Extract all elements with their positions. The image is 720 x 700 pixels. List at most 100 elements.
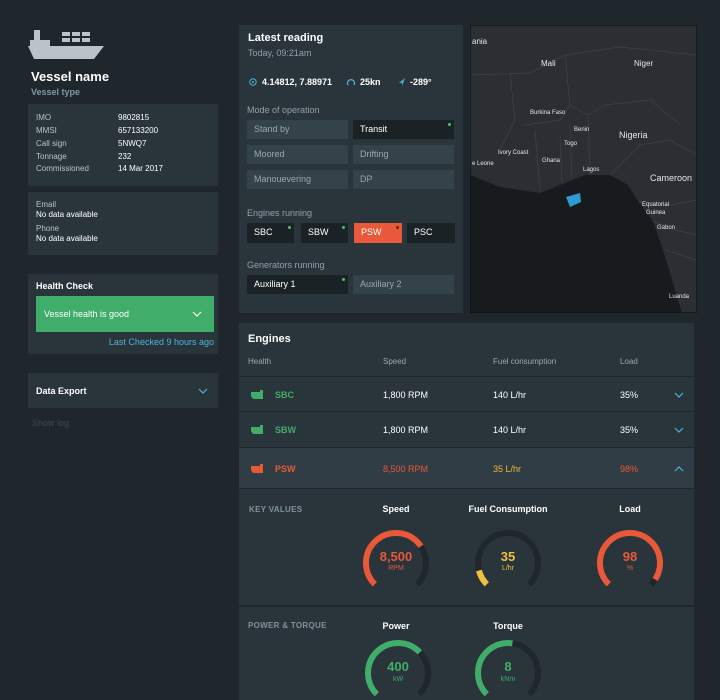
gauge-title: Torque <box>493 621 523 631</box>
map-label: Luanda <box>669 294 690 300</box>
mode-button[interactable]: Transit <box>353 120 454 139</box>
speed: 25kn <box>360 77 381 87</box>
engine-button[interactable]: PSC <box>407 223 455 243</box>
detail-label: Tonnage <box>36 152 67 161</box>
engines-running-title: Engines running <box>247 208 313 218</box>
gauge-unit: % <box>626 565 634 572</box>
map-label: Cameroon <box>650 173 692 183</box>
engine-button[interactable]: SBC <box>247 223 294 243</box>
health-status: Vessel health is good <box>44 309 130 319</box>
contact-value: No data available <box>36 210 98 219</box>
contact-label: Phone <box>36 224 60 233</box>
detail-value: 14 Mar 2017 <box>118 164 163 173</box>
detail-value: 232 <box>118 152 132 161</box>
health-status-bar[interactable]: Vessel health is good <box>36 296 214 332</box>
vessel-name: Vessel name <box>31 69 110 84</box>
mode-button[interactable]: Manouevering <box>247 170 348 189</box>
map-label: Ghana <box>542 158 561 164</box>
gauge-value: 98 <box>622 549 638 564</box>
engine-speed: 1,800 RPM <box>383 390 429 400</box>
latest-title: Latest reading <box>248 32 324 44</box>
map-label: Mali <box>541 59 556 68</box>
contact-label: Email <box>36 200 57 209</box>
heading: -289° <box>410 77 432 87</box>
health-panel: Health Check Vessel health is good Last … <box>28 274 218 354</box>
engine-button[interactable]: SBW <box>301 223 348 243</box>
map-label: Benin <box>574 127 589 133</box>
vessel-type: Vessel type <box>31 87 81 97</box>
engine-icon <box>251 464 263 473</box>
column-header: Speed <box>383 357 407 366</box>
mode-button[interactable]: Drifting <box>353 145 454 164</box>
gauge-value: 8,500 <box>379 549 413 564</box>
engine-row[interactable]: SBC 1,800 RPM 140 L/hr 35% <box>239 376 694 412</box>
map-label: Equatorial <box>642 202 669 208</box>
data-export-panel[interactable]: Data Export <box>28 373 218 408</box>
engine-load: 98% <box>620 464 639 474</box>
gauge-title: Fuel Consumption <box>468 504 548 514</box>
active-dot <box>448 123 451 126</box>
detail-label: MMSI <box>36 126 57 135</box>
detail-label: Call sign <box>36 139 67 148</box>
chevron-down <box>192 311 202 317</box>
engine-row[interactable]: SBW 1,800 RPM 140 L/hr 35% <box>239 411 694 447</box>
map-label: Burkina Faso <box>530 110 566 116</box>
engine-name: PSW <box>275 464 296 474</box>
active-dot <box>288 226 291 229</box>
column-header: Load <box>620 357 638 366</box>
latest-reading-panel: Latest reading Today, 09:21am 4.14812, 7… <box>239 25 463 313</box>
gauge-unit: kNm <box>500 676 516 683</box>
heading-icon <box>399 78 405 86</box>
map-label: Guinea <box>646 210 666 216</box>
engine-icon <box>251 390 263 399</box>
generator-button[interactable]: Auxiliary 1 <box>247 275 348 294</box>
map-label: e Leone <box>472 161 494 167</box>
chevron-down <box>674 392 684 398</box>
detail-label: IMO <box>36 113 52 122</box>
mode-label: Transit <box>360 124 388 134</box>
map-label: Niger <box>634 59 653 68</box>
mode-button[interactable]: DP <box>353 170 454 189</box>
engine-label: SBC <box>254 227 273 237</box>
column-header: Fuel consumption <box>493 357 557 366</box>
engines-panel: Engines Health Speed Fuel consumption Lo… <box>239 323 694 700</box>
gauge-value: 8 <box>504 659 512 674</box>
gauge-title: Power <box>382 621 410 631</box>
gauges <box>363 530 663 596</box>
engine-icon <box>251 425 263 434</box>
map-label: Ivory Coast <box>498 150 529 156</box>
contact-panel: Email No data available Phone No data av… <box>28 192 218 255</box>
engine-label: PSW <box>361 227 382 237</box>
details-panel: IMO 9802815 MMSI 657133200 Call sign 5NW… <box>28 104 218 186</box>
engine-fuel: 140 L/hr <box>493 390 527 400</box>
engine-speed: 8,500 RPM <box>383 464 429 474</box>
position-icon <box>249 78 257 86</box>
power-torque-section: POWER & TORQUE Power Torque 400 kW 8 kNm <box>239 605 694 700</box>
last-checked[interactable]: Last Checked 9 hours ago <box>108 337 214 347</box>
engine-fuel: 35 L/hr <box>493 464 522 474</box>
chevron-down <box>674 427 684 433</box>
show-log[interactable]: Show log <box>32 418 70 428</box>
data-export-title: Data Export <box>36 386 87 396</box>
engine-row-expanded[interactable]: PSW 8,500 RPM 35 L/hr 98% <box>239 447 694 489</box>
column-header: Health <box>248 357 272 366</box>
gauge-title: Speed <box>382 504 410 514</box>
ship-icon <box>28 30 104 59</box>
active-dot <box>342 278 345 281</box>
generator-label: Auxiliary 1 <box>254 279 296 289</box>
map-label: Togo <box>564 141 578 147</box>
mode-button[interactable]: Moored <box>247 145 348 164</box>
vessel-marker[interactable] <box>566 193 581 207</box>
map-label: Nigeria <box>619 130 648 140</box>
detail-value: 5NWQ7 <box>118 139 147 148</box>
mode-button[interactable]: Stand by <box>247 120 348 139</box>
engine-button[interactable]: PSW <box>354 223 402 243</box>
generator-button[interactable]: Auxiliary 2 <box>353 275 454 294</box>
health-title: Health Check <box>36 281 94 291</box>
contact-value: No data available <box>36 234 98 243</box>
key-values-section: KEY VALUES Speed Fuel Consumption Load 8… <box>239 488 694 606</box>
map-label: Lagos <box>583 167 599 173</box>
latest-time: Today, 09:21am <box>248 48 312 58</box>
engines-title: Engines <box>248 333 291 345</box>
